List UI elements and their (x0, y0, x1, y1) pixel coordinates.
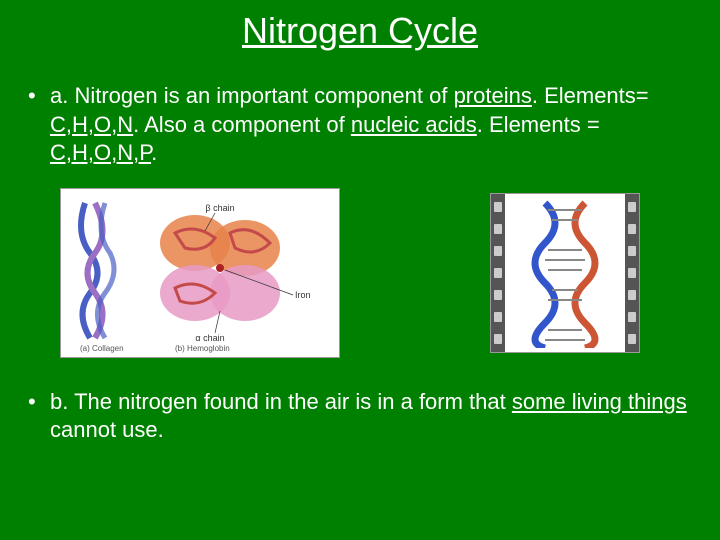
bullet-b-text-2: cannot use. (50, 417, 164, 442)
bullet-a-underline-chon: C,H,O,N (50, 112, 133, 137)
filmstrip-border (491, 194, 639, 352)
caption-hemoglobin: (b) Hemoglobin (175, 344, 230, 353)
protein-image: β chain α chain Iron (a) Collagen (b) He… (60, 188, 340, 358)
protein-svg: β chain α chain Iron (a) Collagen (b) He… (65, 193, 335, 353)
bullet-a-underline-proteins: proteins (454, 83, 532, 108)
bullet-a: a. Nitrogen is an important component of… (0, 82, 720, 168)
images-row: β chain α chain Iron (a) Collagen (b) He… (0, 188, 720, 358)
bullet-a-text-2: . Elements= (532, 83, 649, 108)
bullet-a-text-4: . Elements = (477, 112, 600, 137)
slide-title: Nitrogen Cycle (0, 0, 720, 82)
label-beta: β chain (205, 203, 234, 213)
bullet-a-text-5: . (151, 140, 157, 165)
label-iron: Iron (295, 290, 311, 300)
bullet-a-underline-chonp: C,H,O,N,P (50, 140, 151, 165)
caption-collagen: (a) Collagen (80, 344, 124, 353)
bullet-a-text-1: a. Nitrogen is an important component of (50, 83, 454, 108)
dna-image (490, 193, 640, 353)
bullet-a-underline-nucleic: nucleic acids (351, 112, 477, 137)
bullet-b-underline: some living things (512, 389, 687, 414)
bullet-b: b. The nitrogen found in the air is in a… (0, 388, 720, 445)
bullet-a-text-3: . Also a component of (133, 112, 351, 137)
bullet-b-text-1: b. The nitrogen found in the air is in a… (50, 389, 512, 414)
label-alpha: α chain (195, 333, 224, 343)
